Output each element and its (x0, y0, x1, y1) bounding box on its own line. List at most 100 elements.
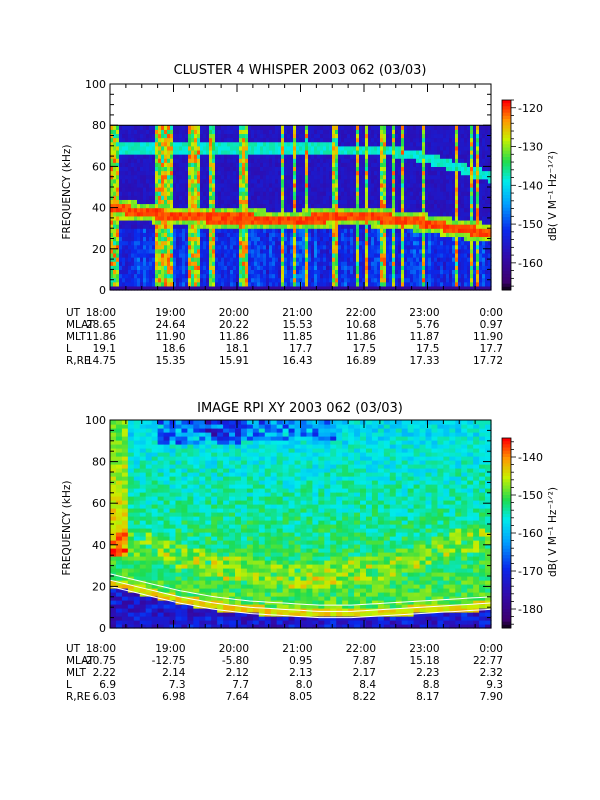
heatmap-cell (335, 191, 339, 196)
heatmap-cell (470, 191, 474, 196)
heatmap-cell (476, 191, 480, 196)
heatmap-cell (323, 129, 327, 135)
heatmap-cell (212, 281, 216, 287)
heatmap-cell (344, 211, 348, 217)
heatmap-cell (464, 154, 468, 159)
heatmap-cell (422, 236, 426, 242)
heatmap-cell (131, 252, 135, 258)
heatmap-cell (320, 199, 324, 205)
heatmap-cell (338, 269, 342, 275)
heatmap-cell (137, 174, 141, 180)
heatmap-cell (350, 281, 354, 287)
heatmap-cell (221, 219, 225, 225)
heatmap-cell (452, 261, 456, 266)
heatmap-cell (143, 277, 147, 283)
heatmap-cell (458, 236, 462, 242)
heatmap-cell (380, 149, 384, 155)
heatmap-cell (413, 273, 417, 279)
heatmap-cell (221, 211, 225, 217)
heatmap-cell (350, 277, 354, 283)
heatmap-cell (125, 252, 129, 258)
heatmap-cell (428, 154, 432, 159)
heatmap-cell (137, 273, 141, 279)
heatmap-cell (209, 187, 213, 192)
heatmap-cell (440, 195, 444, 200)
heatmap-cell (359, 125, 363, 130)
heatmap-cell (368, 273, 372, 279)
heatmap-cell (287, 219, 291, 225)
heatmap-cell (113, 125, 117, 130)
heatmap-cell (119, 154, 123, 159)
heatmap-cell (431, 191, 435, 196)
heatmap-cell (275, 236, 279, 242)
heatmap-cell (149, 133, 153, 139)
heatmap-cell (254, 257, 258, 262)
heatmap-cell (449, 154, 453, 159)
heatmap-cell (416, 141, 420, 147)
heatmap-cell (365, 129, 369, 135)
heatmap-cell (137, 215, 141, 221)
heatmap-cell (137, 162, 141, 167)
heatmap-cell (293, 219, 297, 225)
heatmap-cell (398, 195, 402, 200)
heatmap-cell (155, 166, 159, 172)
heatmap-cell (344, 281, 348, 287)
heatmap-cell (362, 174, 366, 180)
heatmap-cell (284, 178, 288, 184)
heatmap-cell (257, 228, 261, 233)
heatmap-cell (134, 178, 138, 184)
heatmap-cell (434, 162, 438, 167)
heatmap-cell (245, 248, 249, 254)
heatmap-cell (128, 244, 132, 250)
heatmap-cell (281, 228, 285, 233)
heatmap-cell (470, 195, 474, 200)
heatmap-cell (347, 125, 351, 130)
heatmap-cell (260, 174, 264, 180)
heatmap-cell (326, 191, 330, 196)
heatmap-cell (467, 149, 471, 155)
chart-title-cluster: CLUSTER 4 WHISPER 2003 062 (03/03) (174, 63, 427, 78)
heatmap-cell (338, 203, 342, 209)
heatmap-cell (236, 257, 240, 262)
heatmap-cell (227, 174, 231, 180)
heatmap-cell (380, 170, 384, 176)
heatmap-cell (110, 137, 114, 143)
heatmap-cell (416, 195, 420, 200)
heatmap-cell (380, 207, 384, 213)
heatmap-cell (479, 125, 483, 130)
heatmap-cell (374, 248, 378, 254)
heatmap-cell (404, 273, 408, 279)
heatmap-cell (143, 244, 147, 250)
heatmap-cell (266, 129, 270, 135)
heatmap-cell (470, 277, 474, 283)
heatmap-cell (284, 252, 288, 258)
heatmap-cell (278, 178, 282, 184)
heatmap-cell (314, 281, 318, 287)
heatmap-cell (317, 215, 321, 221)
heatmap-cell (458, 261, 462, 266)
heatmap-cell (227, 137, 231, 143)
heatmap-cell (479, 215, 483, 221)
heatmap-cell (224, 252, 228, 258)
heatmap-cell (326, 125, 330, 130)
heatmap-cell (176, 158, 180, 163)
heatmap-cell (290, 215, 294, 221)
heatmap-cell (281, 129, 285, 135)
heatmap-cell (323, 224, 327, 229)
heatmap-cell (479, 285, 483, 291)
heatmap-cell (296, 166, 300, 172)
heatmap-cell (140, 277, 144, 283)
heatmap-cell (293, 129, 297, 135)
heatmap-cell (134, 252, 138, 258)
heatmap-cell (170, 285, 174, 291)
heatmap-cell (305, 261, 309, 266)
heatmap-cell (278, 125, 282, 130)
heatmap-cell (299, 244, 303, 250)
heatmap-cell (326, 261, 330, 266)
heatmap-cell (125, 277, 129, 283)
heatmap-cell (173, 265, 177, 270)
heatmap-cell (200, 269, 204, 275)
heatmap-cell (272, 125, 276, 130)
heatmap-cell (239, 203, 243, 209)
heatmap-cell (116, 166, 120, 172)
